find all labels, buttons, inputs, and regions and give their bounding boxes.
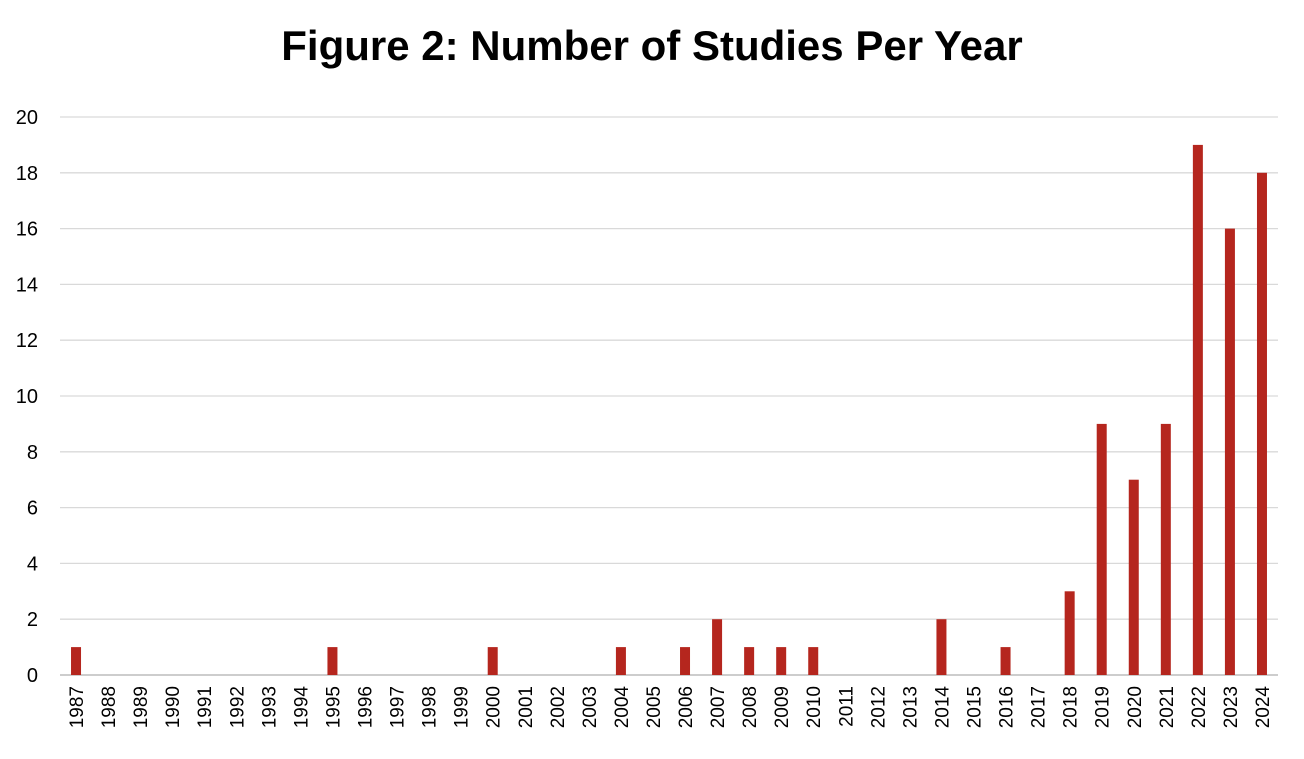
x-tick-label-1991: 1991 xyxy=(195,686,216,728)
x-tick-label-2000: 2000 xyxy=(484,686,505,728)
bar-2006 xyxy=(680,647,691,675)
x-tick-label-2017: 2017 xyxy=(1029,686,1050,728)
x-tick-label-2001: 2001 xyxy=(516,686,537,728)
x-tick-label-1992: 1992 xyxy=(227,686,248,728)
x-tick-label-2004: 2004 xyxy=(612,686,633,729)
x-tick-label-2012: 2012 xyxy=(868,686,889,728)
x-axis-ticks: 1987 1988 1989 1990 1991 1992 1993 1994 1995 1996… xyxy=(67,686,1274,729)
x-tick-label-2003: 2003 xyxy=(580,686,601,728)
bar-1995 xyxy=(327,647,338,675)
y-tick-label: 0 xyxy=(27,665,38,687)
x-tick-label-1995: 1995 xyxy=(323,686,344,728)
x-tick-label-2010: 2010 xyxy=(804,686,825,728)
x-tick-label-1987: 1987 xyxy=(67,686,88,728)
x-tick-label-1993: 1993 xyxy=(259,686,280,728)
x-tick-label-2021: 2021 xyxy=(1157,686,1178,728)
y-tick-label: 2 xyxy=(27,609,38,631)
bar-2022 xyxy=(1192,144,1203,675)
y-tick-label: 14 xyxy=(16,274,38,296)
x-tick-label-2015: 2015 xyxy=(965,686,986,728)
bar-2021 xyxy=(1160,423,1171,675)
bar-2000 xyxy=(487,647,498,675)
x-tick-label-1994: 1994 xyxy=(291,686,312,729)
y-axis-ticks: 0 2 4 6 8 10 12 14 16 18 20 xyxy=(16,107,38,687)
x-tick-label-2011: 2011 xyxy=(836,686,857,727)
x-tick-label-1997: 1997 xyxy=(388,686,409,728)
x-tick-label-2022: 2022 xyxy=(1189,686,1210,728)
x-tick-label-1999: 1999 xyxy=(452,686,473,728)
bar-2023 xyxy=(1224,228,1235,675)
bar-2007 xyxy=(712,619,723,675)
bar-2008 xyxy=(744,647,755,675)
bar-2019 xyxy=(1096,423,1107,675)
bar-2016 xyxy=(1000,647,1011,675)
x-tick-label-1996: 1996 xyxy=(356,686,377,728)
bar-2009 xyxy=(776,647,787,675)
x-tick-label-1990: 1990 xyxy=(163,686,184,728)
bar-2024 xyxy=(1256,172,1267,676)
y-tick-label: 4 xyxy=(27,553,38,575)
y-tick-label: 8 xyxy=(27,442,38,464)
chart-title: Figure 2: Number of Studies Per Year xyxy=(281,22,1023,69)
x-tick-label-2018: 2018 xyxy=(1061,686,1082,728)
y-tick-label: 6 xyxy=(27,498,38,520)
x-tick-label-2002: 2002 xyxy=(548,686,569,728)
x-tick-label-2006: 2006 xyxy=(676,686,697,728)
bar-2014 xyxy=(936,619,947,675)
bars xyxy=(71,144,1267,676)
y-tick-label: 18 xyxy=(16,163,38,185)
bar-2010 xyxy=(808,647,819,675)
x-tick-label-2007: 2007 xyxy=(708,686,729,728)
bar-2020 xyxy=(1128,479,1139,675)
x-tick-label-2013: 2013 xyxy=(900,686,921,728)
bar-2018 xyxy=(1064,591,1075,675)
gridlines xyxy=(60,116,1278,676)
x-tick-label-1998: 1998 xyxy=(420,686,441,728)
x-tick-label-1988: 1988 xyxy=(99,686,120,728)
y-tick-label: 16 xyxy=(16,219,38,241)
bar-2004 xyxy=(615,647,626,675)
x-tick-label-2008: 2008 xyxy=(740,686,761,728)
x-tick-label-1989: 1989 xyxy=(131,686,152,728)
y-tick-label: 10 xyxy=(16,386,38,408)
x-tick-label-2023: 2023 xyxy=(1221,686,1242,728)
x-tick-label-2009: 2009 xyxy=(772,686,793,728)
x-tick-label-2024: 2024 xyxy=(1253,686,1274,729)
x-tick-label-2014: 2014 xyxy=(932,686,953,729)
bar-1987 xyxy=(71,647,82,675)
y-tick-label: 12 xyxy=(16,330,38,352)
x-tick-label-2020: 2020 xyxy=(1125,686,1146,728)
y-tick-label: 20 xyxy=(16,107,38,129)
x-tick-label-2005: 2005 xyxy=(644,686,665,728)
x-tick-label-2019: 2019 xyxy=(1093,686,1114,728)
x-tick-label-2016: 2016 xyxy=(997,686,1018,728)
